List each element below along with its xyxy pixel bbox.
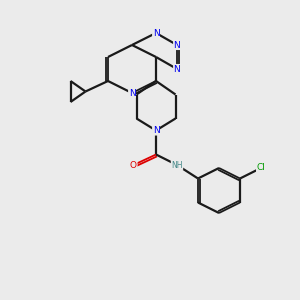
Text: N: N: [174, 40, 180, 50]
Text: N: N: [174, 64, 180, 74]
Text: N: N: [129, 88, 135, 98]
Text: N: N: [153, 126, 159, 135]
Text: Cl: Cl: [256, 164, 266, 172]
Text: N: N: [153, 28, 159, 38]
Text: O: O: [130, 160, 137, 169]
Text: NH: NH: [171, 160, 183, 169]
